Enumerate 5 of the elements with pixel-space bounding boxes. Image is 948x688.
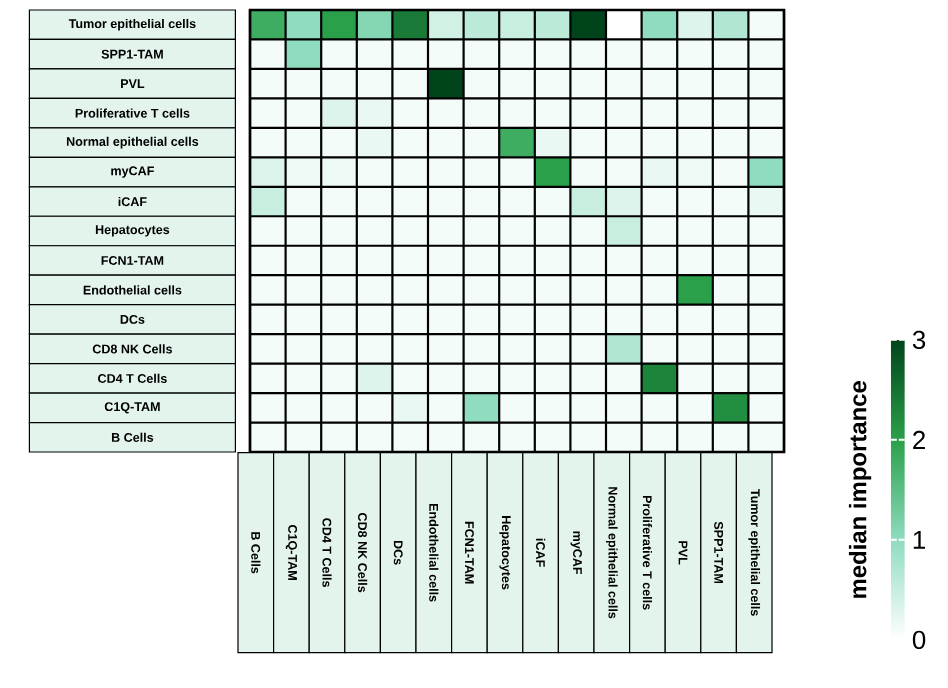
color-bar-label: 3 xyxy=(912,330,926,350)
color-bar-label: 2 xyxy=(913,430,925,449)
color-bar-label: 1 xyxy=(913,530,925,549)
color-bar-label: 0 xyxy=(912,630,926,650)
color-bar-title: median importance xyxy=(848,381,872,598)
